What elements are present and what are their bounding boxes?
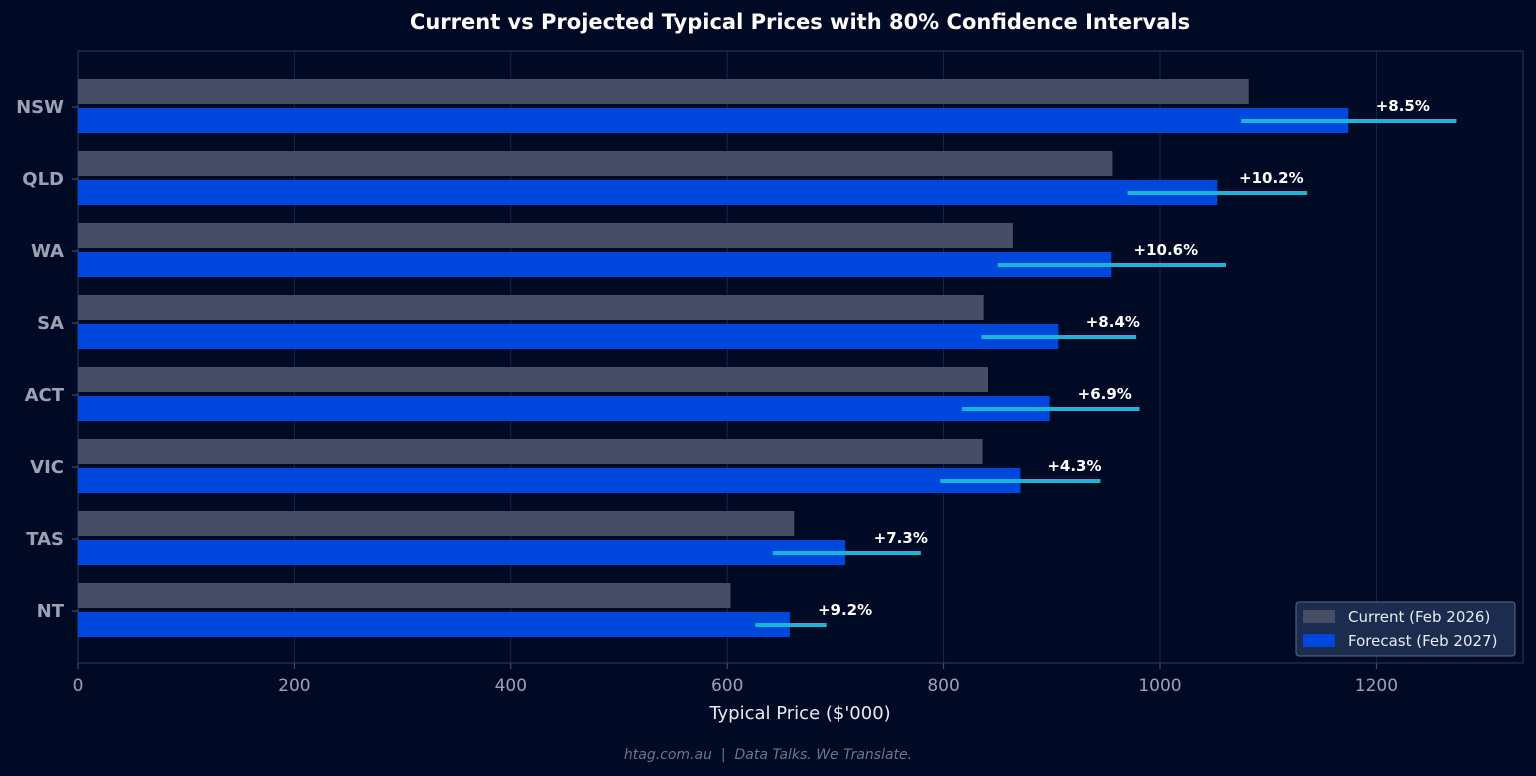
bar-forecast — [78, 396, 1050, 421]
bar-current — [78, 295, 984, 320]
bar-forecast — [78, 252, 1112, 277]
y-tick-label: VIC — [30, 457, 64, 478]
bar-current — [78, 223, 1013, 248]
x-tick-label: 200 — [278, 676, 310, 696]
legend-swatch-forecast — [1303, 634, 1335, 647]
change-label: +7.3% — [874, 529, 928, 547]
bar-forecast — [78, 324, 1059, 349]
y-tick-label: QLD — [22, 169, 64, 190]
change-label: +8.4% — [1086, 313, 1140, 331]
change-labels: +8.5% +10.2% +10.6% +8.4% +6.9% +4.3% +7.3% +9.… — [818, 97, 1430, 619]
legend-label-current: Current (Feb 2026) — [1348, 608, 1490, 626]
y-tick-label: SA — [37, 313, 64, 334]
bar-forecast — [78, 540, 846, 565]
y-tick-label: NSW — [16, 97, 64, 118]
change-label: +10.2% — [1239, 169, 1304, 187]
bar-current — [78, 151, 1113, 176]
legend: Current (Feb 2026) Forecast (Feb 2027) — [1295, 601, 1516, 657]
x-tick-label: 400 — [495, 676, 527, 696]
legend-box — [1295, 601, 1516, 657]
y-tick-label: ACT — [25, 385, 65, 406]
bar-current — [78, 511, 795, 536]
bar-current — [78, 367, 988, 392]
change-label: +6.9% — [1078, 385, 1132, 403]
legend-swatch-current — [1303, 610, 1335, 623]
bar-forecast — [78, 180, 1218, 205]
x-axis-label: Typical Price ($'000) — [708, 703, 890, 724]
x-tick-labels: 0 200 400 600 800 1000 1200 — [73, 663, 1398, 696]
y-tick-label: WA — [31, 241, 64, 262]
y-tick-labels: NSW QLD WA SA ACT VIC TAS NT — [16, 97, 78, 622]
change-label: +8.5% — [1376, 97, 1430, 115]
bar-current — [78, 439, 983, 464]
y-tick-label: NT — [37, 601, 65, 622]
bar-forecast — [78, 612, 790, 637]
change-label: +9.2% — [818, 601, 872, 619]
footer-credit: htag.com.au | Data Talks. We Translate. — [624, 747, 912, 763]
x-tick-label: 1200 — [1355, 676, 1398, 696]
bar-forecast — [78, 108, 1349, 133]
legend-label-forecast: Forecast (Feb 2027) — [1348, 632, 1497, 650]
y-tick-label: TAS — [26, 529, 64, 550]
x-tick-label: 1000 — [1138, 676, 1181, 696]
change-label: +4.3% — [1047, 457, 1101, 475]
bar-forecast — [78, 468, 1021, 493]
confidence-intervals — [755, 119, 1457, 627]
chart-title: Current vs Projected Typical Prices with… — [410, 10, 1190, 34]
x-tick-label: 0 — [73, 676, 84, 696]
bars — [78, 79, 1349, 637]
x-tick-label: 800 — [927, 676, 959, 696]
bar-current — [78, 583, 731, 608]
change-label: +10.6% — [1134, 241, 1199, 259]
x-tick-label: 600 — [711, 676, 743, 696]
bar-current — [78, 79, 1249, 104]
